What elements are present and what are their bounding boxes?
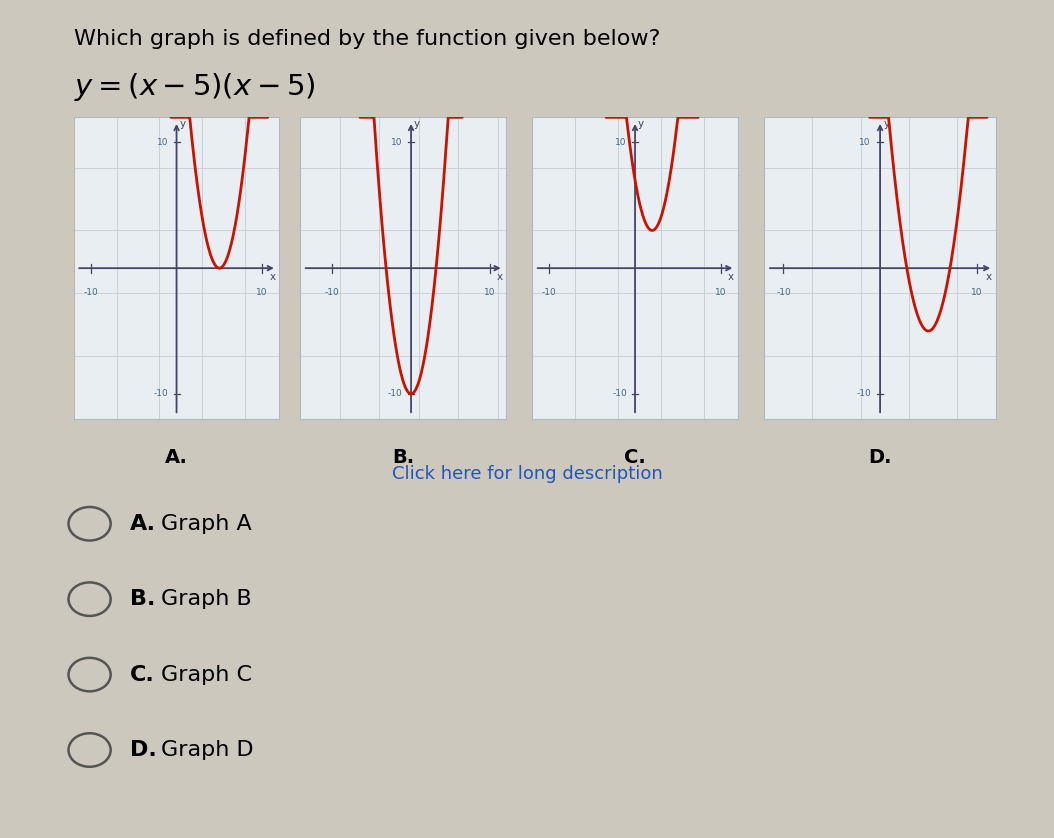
Text: x: x bbox=[985, 272, 992, 282]
Text: 10: 10 bbox=[859, 138, 871, 147]
Text: -10: -10 bbox=[542, 287, 557, 297]
Text: D.: D. bbox=[868, 448, 892, 468]
Text: Graph B: Graph B bbox=[161, 589, 252, 609]
Text: 10: 10 bbox=[391, 138, 403, 147]
Text: 10: 10 bbox=[971, 287, 982, 297]
Text: -10: -10 bbox=[325, 287, 339, 297]
Text: 10: 10 bbox=[256, 287, 268, 297]
Text: Which graph is defined by the function given below?: Which graph is defined by the function g… bbox=[74, 29, 660, 49]
Text: Graph C: Graph C bbox=[161, 665, 252, 685]
Text: -10: -10 bbox=[83, 287, 98, 297]
Text: -10: -10 bbox=[856, 390, 871, 398]
Text: 10: 10 bbox=[715, 287, 726, 297]
Text: Graph D: Graph D bbox=[161, 740, 254, 760]
Text: Graph A: Graph A bbox=[161, 514, 252, 534]
Text: 10: 10 bbox=[616, 138, 627, 147]
Text: -10: -10 bbox=[776, 287, 790, 297]
Text: x: x bbox=[496, 272, 503, 282]
Text: B.: B. bbox=[130, 589, 155, 609]
Text: -10: -10 bbox=[612, 390, 627, 398]
Text: x: x bbox=[728, 272, 734, 282]
Text: 10: 10 bbox=[157, 138, 169, 147]
Text: -10: -10 bbox=[154, 390, 169, 398]
Text: C.: C. bbox=[624, 448, 646, 468]
Text: y: y bbox=[638, 119, 644, 129]
Text: A.: A. bbox=[165, 448, 188, 468]
Text: y: y bbox=[413, 119, 419, 129]
Text: D.: D. bbox=[130, 740, 156, 760]
Text: -10: -10 bbox=[388, 390, 403, 398]
Text: 10: 10 bbox=[485, 287, 495, 297]
Text: y: y bbox=[884, 119, 891, 129]
Text: B.: B. bbox=[392, 448, 414, 468]
Text: A.: A. bbox=[130, 514, 156, 534]
Text: y: y bbox=[179, 119, 186, 129]
Text: Click here for long description: Click here for long description bbox=[392, 465, 662, 483]
Text: C.: C. bbox=[130, 665, 154, 685]
Text: x: x bbox=[270, 272, 275, 282]
Text: $y = (x-5)(x-5)$: $y = (x-5)(x-5)$ bbox=[74, 71, 315, 103]
